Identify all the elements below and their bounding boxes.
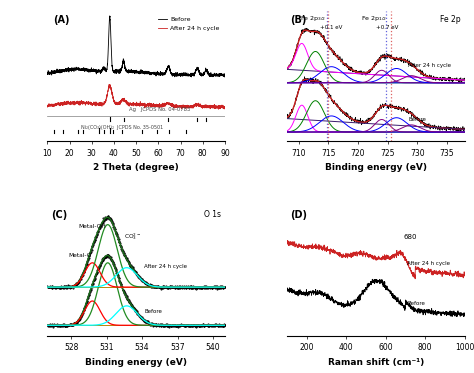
Text: After 24 h cycle: After 24 h cycle bbox=[407, 261, 450, 266]
Text: After 24 h cycle: After 24 h cycle bbox=[145, 264, 187, 269]
Text: Metal-OH: Metal-OH bbox=[79, 224, 106, 229]
Text: Before: Before bbox=[407, 301, 425, 305]
Before bbox=[222, 73, 228, 78]
Text: Fe 2p: Fe 2p bbox=[440, 15, 461, 24]
After 24 h cycle bbox=[222, 107, 228, 111]
X-axis label: Binding energy (eV): Binding energy (eV) bbox=[325, 163, 427, 172]
Before bbox=[222, 75, 228, 79]
Text: After 24 h cycle: After 24 h cycle bbox=[408, 63, 451, 68]
Text: Ag   JCPDS No. 04-0783: Ag JCPDS No. 04-0783 bbox=[129, 107, 191, 112]
X-axis label: Binding energy (eV): Binding energy (eV) bbox=[85, 358, 187, 367]
Line: Before: Before bbox=[47, 16, 225, 77]
Text: CO$_3^{2-}$: CO$_3^{2-}$ bbox=[124, 231, 142, 242]
Text: Ni₂(CO₃)(OH)₂  JCPDS No. 35-0501: Ni₂(CO₃)(OH)₂ JCPDS No. 35-0501 bbox=[81, 125, 163, 130]
Before bbox=[126, 69, 132, 73]
Text: (B): (B) bbox=[291, 15, 307, 25]
X-axis label: Raman shift (cm⁻¹): Raman shift (cm⁻¹) bbox=[328, 358, 424, 367]
Before bbox=[107, 14, 113, 18]
Text: Before: Before bbox=[408, 117, 426, 122]
Text: +0.7 eV: +0.7 eV bbox=[376, 25, 398, 30]
After 24 h cycle bbox=[126, 101, 132, 106]
Before bbox=[45, 70, 50, 75]
Legend: Before, After 24 h cycle: Before, After 24 h cycle bbox=[155, 14, 222, 33]
Text: (C): (C) bbox=[51, 210, 67, 220]
After 24 h cycle bbox=[184, 104, 190, 109]
Text: Fe 2p$_{1/2}$: Fe 2p$_{1/2}$ bbox=[361, 15, 387, 23]
Before bbox=[131, 70, 137, 74]
After 24 h cycle bbox=[217, 106, 223, 110]
Before bbox=[217, 73, 223, 78]
Text: Metal-O: Metal-O bbox=[69, 253, 92, 258]
Text: O 1s: O 1s bbox=[204, 210, 221, 219]
After 24 h cycle bbox=[131, 103, 137, 107]
After 24 h cycle bbox=[216, 107, 221, 112]
After 24 h cycle bbox=[45, 103, 50, 108]
Before bbox=[184, 73, 190, 77]
Text: +0.1 eV: +0.1 eV bbox=[319, 25, 342, 30]
Line: After 24 h cycle: After 24 h cycle bbox=[47, 84, 225, 109]
X-axis label: 2 Theta (degree): 2 Theta (degree) bbox=[93, 163, 179, 172]
After 24 h cycle bbox=[217, 106, 223, 110]
Text: (A): (A) bbox=[53, 15, 69, 25]
After 24 h cycle bbox=[54, 102, 59, 106]
Before bbox=[54, 69, 59, 74]
Text: (D): (D) bbox=[291, 210, 308, 220]
Text: Fe 2p$_{3/2}$: Fe 2p$_{3/2}$ bbox=[300, 15, 326, 23]
After 24 h cycle bbox=[106, 82, 112, 87]
Before bbox=[217, 73, 223, 78]
Text: Before: Before bbox=[145, 310, 162, 314]
Text: 680: 680 bbox=[403, 234, 417, 240]
